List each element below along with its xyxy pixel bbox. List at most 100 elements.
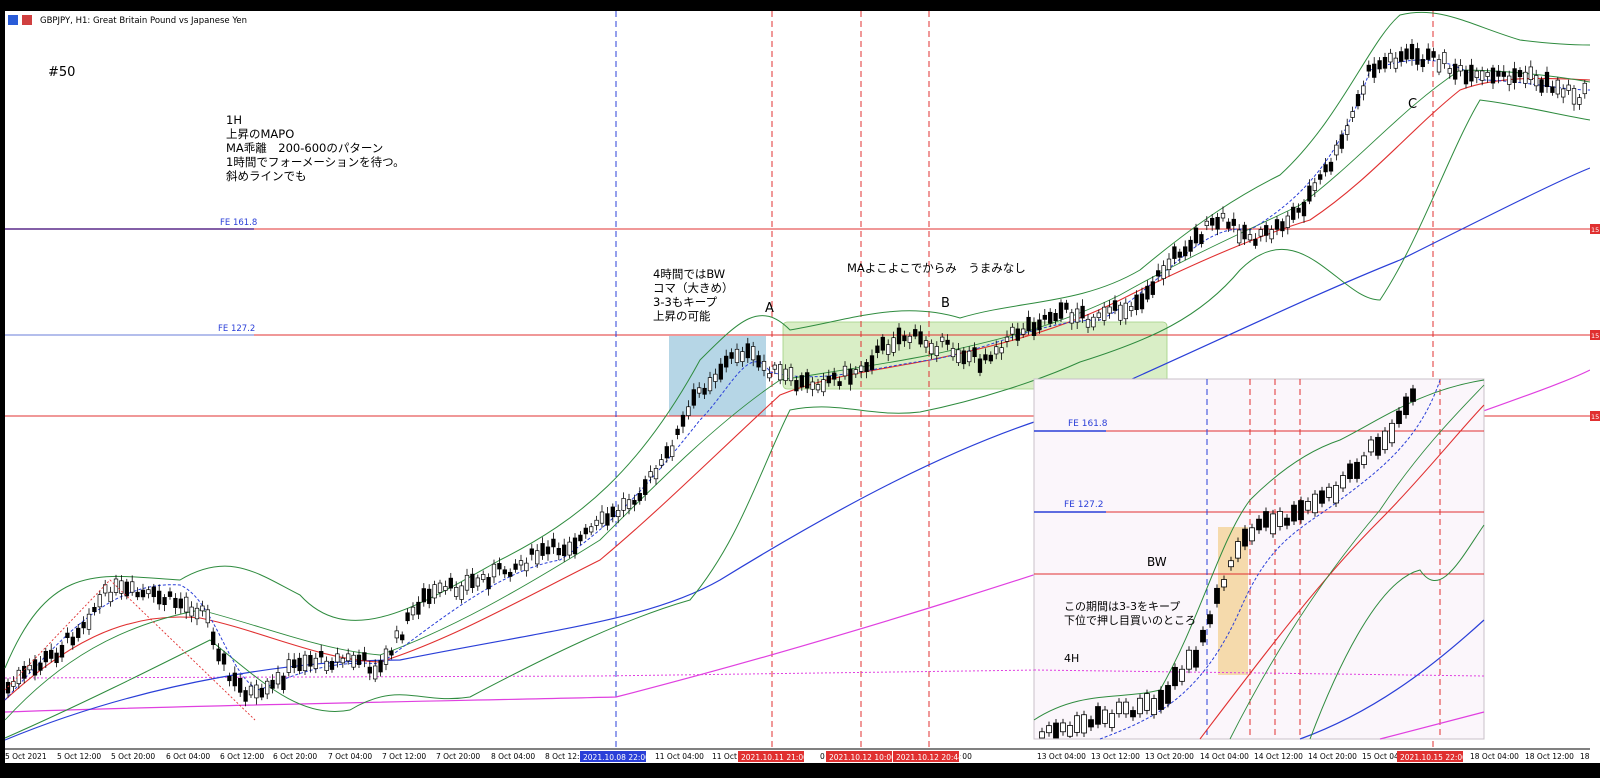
x-tick-label: 11 Oct 04:00 <box>655 752 704 761</box>
candle-body <box>1220 212 1226 219</box>
candle-body <box>913 329 918 337</box>
candle-body <box>1561 88 1566 98</box>
price-tag-label: 15 <box>1591 413 1599 421</box>
inset-candle-body <box>1368 439 1374 453</box>
inset-note-line: この期間は3-3をキープ <box>1064 600 1180 613</box>
inset-candle-body <box>1102 709 1108 724</box>
label-b: B <box>941 296 950 311</box>
candle-body <box>1156 270 1161 277</box>
candle-body <box>324 660 329 671</box>
candle-body <box>810 381 815 390</box>
candle-body <box>1042 314 1047 320</box>
x-tick-label: 7 Oct 12:00 <box>382 752 426 761</box>
candle-body <box>1436 59 1442 73</box>
chart-icon-1[interactable] <box>8 15 18 25</box>
candle-body <box>200 605 205 612</box>
candle-body <box>740 351 745 362</box>
x-tick-label: 6 Oct 20:00 <box>273 752 317 761</box>
zigzag-line <box>4 579 256 721</box>
candle-body <box>16 669 21 684</box>
candle-body <box>621 498 626 511</box>
candle-body <box>1193 227 1199 244</box>
candle-body <box>1350 111 1355 118</box>
candle-body <box>918 331 923 345</box>
time-tag-bg <box>738 751 804 762</box>
candle-body <box>875 345 880 354</box>
candle-body <box>1469 64 1474 82</box>
inset-candle-body <box>1074 715 1080 733</box>
time-tag-label: 2021.10.12 20:44 <box>896 753 963 762</box>
candle-body <box>27 664 32 671</box>
inset-ma-fast <box>1199 404 1485 740</box>
candle-body <box>1507 75 1512 85</box>
inset-panel <box>1033 378 1485 740</box>
candle-body <box>524 562 529 572</box>
candle-body <box>513 563 518 570</box>
candle-body <box>1345 125 1350 135</box>
x-tick-label: 14 Oct 04:00 <box>1200 752 1249 761</box>
candle-body <box>1177 251 1182 258</box>
chart-icon-2[interactable] <box>22 15 32 25</box>
time-tag-label: 2021.10.08 22:00 <box>583 753 650 762</box>
candle-body <box>1145 285 1150 300</box>
inset-highlight-zone <box>1218 527 1248 675</box>
candle-body <box>945 339 950 345</box>
x-tick-label: 13 Oct 20:00 <box>1145 752 1194 761</box>
candle-body <box>76 627 81 638</box>
candle-body <box>556 547 561 556</box>
candle-body <box>308 655 313 667</box>
candle-body <box>659 459 664 466</box>
candle-body <box>1334 144 1339 156</box>
candle-body <box>589 526 594 533</box>
candle-body <box>1280 221 1285 232</box>
inset-candle-body <box>1158 689 1164 710</box>
candle-body <box>221 653 227 665</box>
candle-body <box>772 364 777 370</box>
inset-candle-body <box>1046 725 1052 734</box>
note-4h-line: 4時間ではBW <box>653 267 725 281</box>
candle-body <box>346 653 351 662</box>
x-tick-label: 18 C <box>1580 752 1597 761</box>
inset-candle-body <box>1137 697 1143 715</box>
price-scale <box>1590 11 1600 763</box>
candle-body <box>1307 185 1312 202</box>
candle-body <box>1237 229 1242 244</box>
label-c: C <box>1408 97 1417 112</box>
candle-body <box>1004 336 1010 342</box>
candle-body <box>869 355 875 370</box>
candle-body <box>1512 68 1517 83</box>
candle-body <box>427 588 432 604</box>
candle-body <box>1388 52 1393 63</box>
candle-body <box>1242 224 1247 240</box>
candle-body <box>421 588 426 603</box>
candle-body <box>286 659 291 673</box>
candle-body <box>675 428 680 435</box>
candle-body <box>405 612 410 622</box>
candle-body <box>529 548 534 555</box>
candle-body <box>1328 161 1334 172</box>
candle-body <box>459 585 464 600</box>
candle-body <box>59 644 65 658</box>
candle-body <box>648 471 653 478</box>
candle-body <box>583 527 588 535</box>
candle-body <box>1523 71 1528 84</box>
candle-body <box>270 679 275 689</box>
candle-body <box>292 659 297 669</box>
candle-body <box>1544 71 1550 88</box>
candle-body <box>400 634 405 641</box>
candle-body <box>70 636 75 646</box>
inset-candle-body <box>1067 725 1073 737</box>
candle-body <box>567 541 572 556</box>
candle-body <box>1048 311 1053 324</box>
inset-bollinger-upper <box>1033 379 1485 721</box>
candle-body <box>254 684 259 699</box>
inset-candle-body <box>1179 668 1185 682</box>
candle-body <box>794 380 799 392</box>
candle-body <box>697 387 702 394</box>
candle-body <box>151 586 156 598</box>
candle-body <box>1458 65 1463 72</box>
inset-candle-body <box>1144 693 1150 711</box>
inset-candle-body <box>1319 490 1325 504</box>
